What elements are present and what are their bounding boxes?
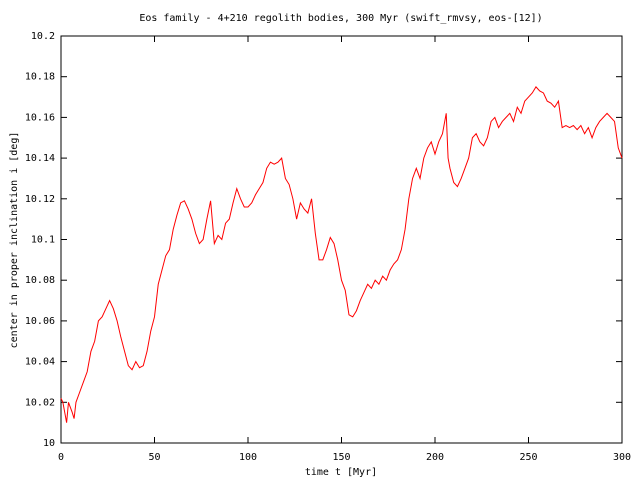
x-tick-label: 100 — [239, 452, 257, 463]
x-tick-label: 50 — [148, 452, 160, 463]
x-tick-label: 250 — [519, 452, 537, 463]
y-tick-label: 10 — [43, 438, 55, 449]
x-tick-label: 0 — [58, 452, 64, 463]
y-tick-label: 10.08 — [25, 275, 55, 286]
y-tick-label: 10.14 — [25, 153, 55, 164]
x-tick-label: 300 — [613, 452, 631, 463]
chart-title: Eos family - 4+210 regolith bodies, 300 … — [139, 13, 542, 24]
y-tick-label: 10.16 — [25, 112, 55, 123]
y-tick-label: 10.02 — [25, 397, 55, 408]
data-line — [60, 86, 623, 423]
plot-frame — [60, 35, 623, 444]
y-tick-label: 10.06 — [25, 316, 55, 327]
x-tick-label: 200 — [426, 452, 444, 463]
x-axis-label: time t [Myr] — [305, 467, 377, 478]
y-tick-label: 10.18 — [25, 72, 55, 83]
y-tick-label: 10.04 — [25, 357, 55, 368]
y-tick-label: 10.2 — [31, 31, 55, 42]
y-axis-label: center in proper inclination i [deg] — [9, 132, 20, 349]
y-tick-label: 10.12 — [25, 194, 55, 205]
y-tick-label: 10.1 — [31, 235, 55, 246]
x-tick-label: 150 — [332, 452, 350, 463]
